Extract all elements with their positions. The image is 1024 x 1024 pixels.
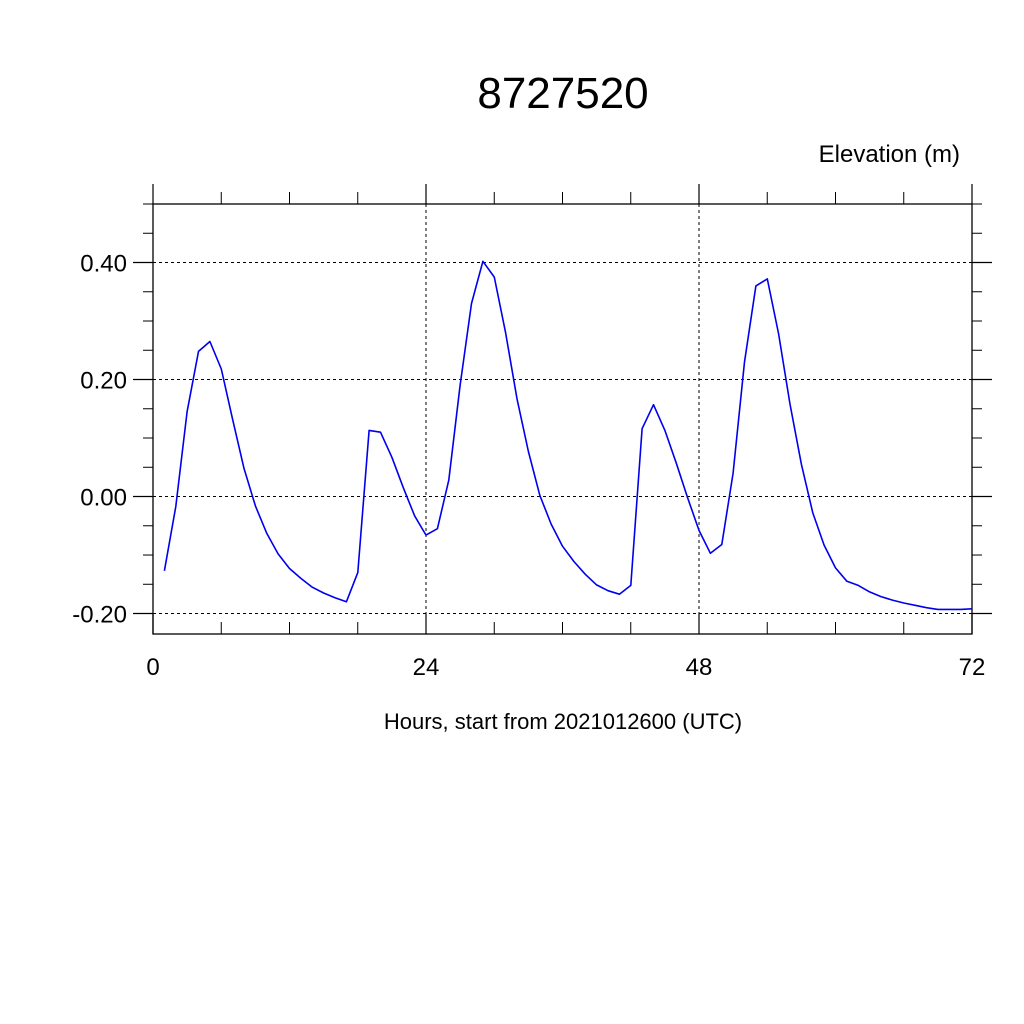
y-tick-label: 0.00 xyxy=(80,485,127,512)
y-tick-label: 0.20 xyxy=(80,368,127,395)
y-axis-label: Elevation (m) xyxy=(819,141,960,168)
chart-title: 8727520 xyxy=(477,69,648,118)
y-tick-label: -0.20 xyxy=(72,602,127,629)
series-line xyxy=(163,260,973,611)
ticks-layer xyxy=(133,184,992,634)
x-tick-label: 48 xyxy=(686,654,713,681)
series-layer xyxy=(163,260,973,611)
x-tick-label: 72 xyxy=(959,654,986,681)
plot-frame xyxy=(152,203,973,635)
x-axis-label: Hours, start from 2021012600 (UTC) xyxy=(384,709,742,734)
x-tick-label: 24 xyxy=(413,654,440,681)
labels-layer: -0.20 0.00 0.20 0.40 0 24 48 72 xyxy=(72,251,985,681)
x-tick-label: 0 xyxy=(146,654,159,681)
grid-layer xyxy=(153,204,972,634)
y-tick-label: 0.40 xyxy=(80,251,127,278)
